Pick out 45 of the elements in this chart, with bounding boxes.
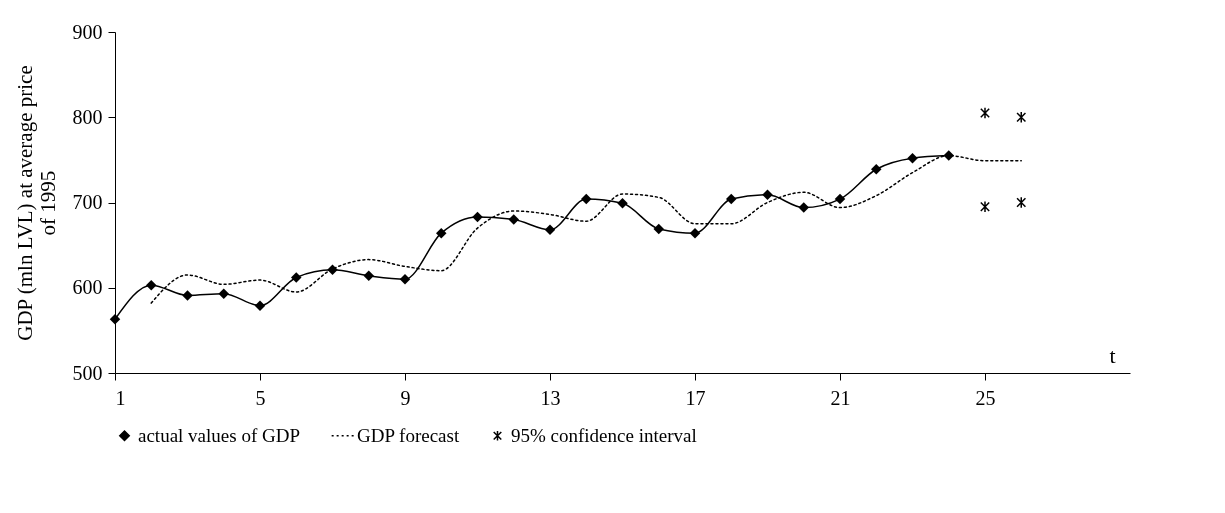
x-tick-label: 25 (975, 386, 996, 409)
point (653, 223, 664, 235)
x-tick-label: 5 (255, 386, 266, 409)
x-tick-label: 9 (400, 386, 411, 409)
legend-label: 95% confidence interval (511, 424, 697, 446)
y-tick-label: 900 (72, 20, 103, 43)
y-tick-label: 800 (72, 105, 103, 128)
point (544, 224, 556, 236)
x-tick-label: 17 (685, 386, 706, 409)
point (980, 200, 990, 213)
point (327, 264, 338, 276)
point (943, 150, 954, 161)
point (798, 202, 809, 213)
point (508, 214, 519, 225)
point (436, 227, 447, 239)
point (871, 164, 882, 175)
point (1016, 196, 1027, 209)
point (363, 270, 374, 282)
x-tick-label: 1 (115, 386, 126, 409)
point (617, 198, 628, 209)
point (762, 189, 773, 201)
point (1016, 111, 1027, 124)
x-tick-label: 21 (830, 386, 851, 409)
point (146, 279, 157, 291)
point (726, 193, 737, 205)
legend-label: actual values of GDP (138, 424, 300, 446)
point (218, 288, 229, 299)
y-tick-label: 500 (72, 361, 103, 384)
y-tick-label: 700 (72, 191, 103, 213)
y-axis-title: GDP (mln LVL) at average price of 1995 (12, 65, 60, 341)
legend-label: GDP forecast (357, 424, 460, 446)
point (834, 193, 846, 205)
point (399, 273, 411, 285)
x-axis-title: t (1109, 342, 1116, 368)
point (291, 272, 302, 283)
point (980, 106, 990, 119)
point (109, 314, 121, 325)
point (907, 152, 918, 164)
x-tick-label: 13 (540, 386, 561, 409)
point (581, 193, 592, 205)
point (689, 227, 701, 239)
point (182, 290, 193, 301)
point (254, 300, 266, 311)
y-tick-label: 600 (72, 276, 103, 299)
point (472, 211, 483, 223)
